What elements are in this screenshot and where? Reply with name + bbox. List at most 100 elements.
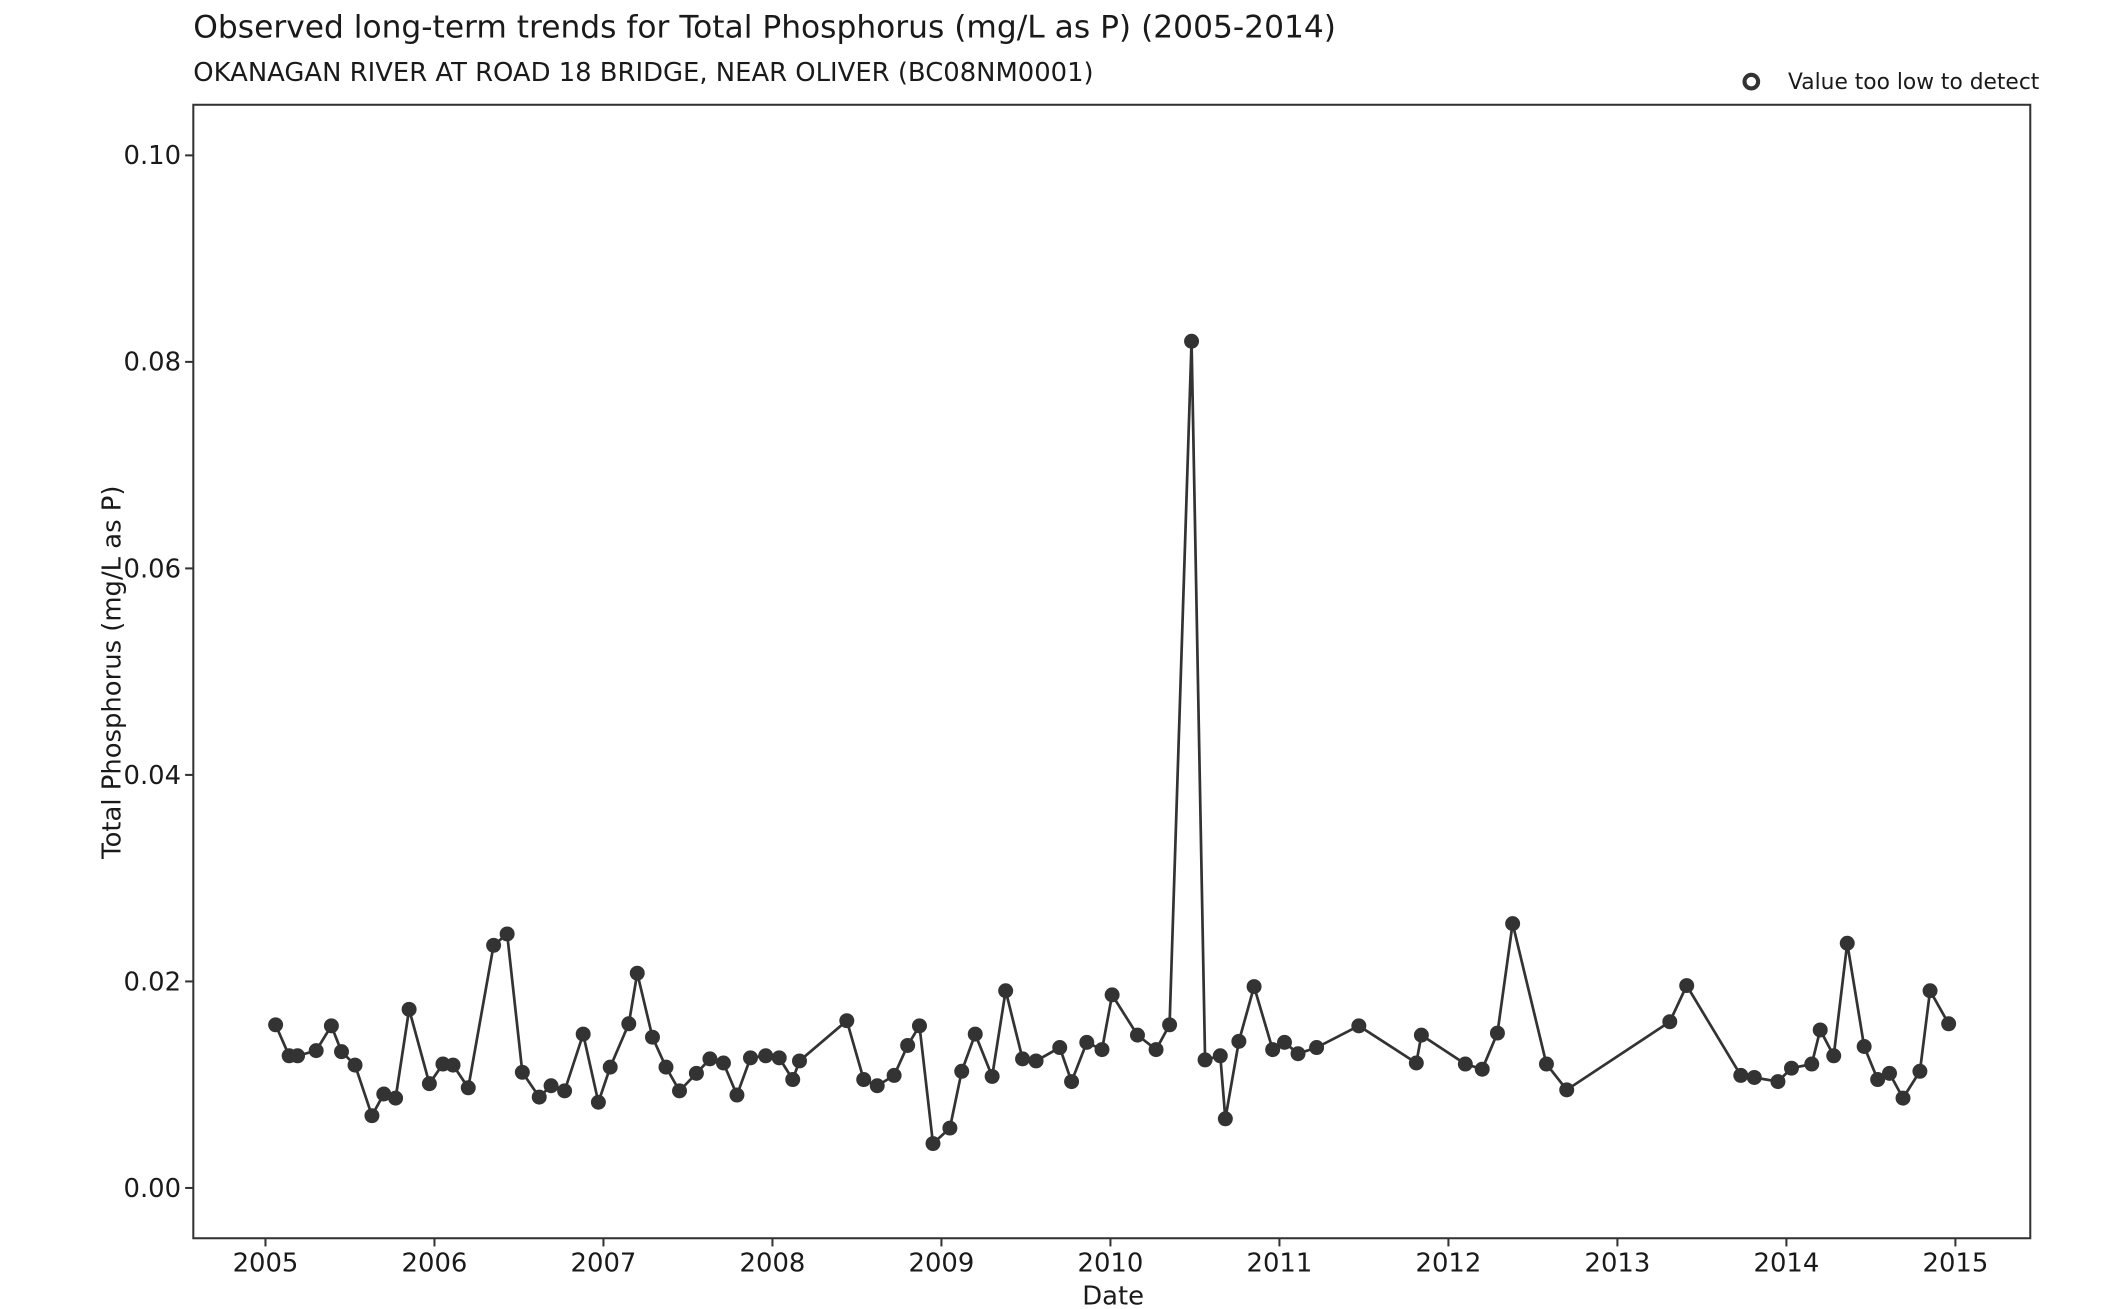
data-point (1912, 1063, 1928, 1079)
data-point (1408, 1055, 1424, 1071)
data-point (644, 1029, 660, 1045)
data-point (268, 1017, 284, 1033)
data-point (1079, 1034, 1095, 1050)
data-point (1231, 1033, 1247, 1049)
data-point (575, 1026, 591, 1042)
data-point (1184, 333, 1200, 349)
data-point (1413, 1027, 1429, 1043)
data-point (401, 1001, 417, 1017)
data-point (672, 1083, 687, 1099)
data-point (1129, 1027, 1145, 1043)
data-point (771, 1050, 787, 1066)
data-point (1882, 1065, 1897, 1081)
data-point (1662, 1014, 1678, 1030)
data-point (445, 1057, 461, 1073)
data-point (308, 1043, 324, 1059)
legend-label: Value too low to detect (1788, 70, 2040, 95)
data-point (839, 1013, 855, 1029)
data-point (1162, 1017, 1178, 1033)
data-point (1856, 1039, 1872, 1054)
data-point (1290, 1046, 1306, 1062)
data-point (543, 1078, 559, 1094)
data-point (590, 1094, 606, 1110)
data-point (1538, 1056, 1554, 1072)
data-point (792, 1053, 807, 1069)
data-point (1197, 1052, 1213, 1068)
data-line (274, 341, 1950, 1147)
x-tick-label: 2010 (1078, 1249, 1144, 1279)
data-point (1489, 1025, 1505, 1041)
data-point (388, 1090, 404, 1106)
data-point (900, 1037, 916, 1053)
data-point (1028, 1053, 1044, 1069)
data-point (1052, 1040, 1068, 1056)
data-point (1148, 1042, 1164, 1058)
data-point (658, 1059, 674, 1075)
data-point (998, 983, 1014, 999)
data-point (886, 1067, 902, 1083)
data-point (514, 1064, 530, 1080)
data-point (1812, 1022, 1828, 1038)
x-tick-label: 2014 (1754, 1249, 1820, 1279)
x-tick-label: 2009 (909, 1249, 975, 1279)
x-tick-label: 2006 (402, 1249, 468, 1279)
data-point (1217, 1111, 1233, 1127)
data-point (1895, 1090, 1911, 1106)
data-point (347, 1057, 363, 1073)
data-point (688, 1065, 704, 1081)
data-point (1505, 916, 1521, 932)
data-point (1922, 983, 1938, 999)
data-point (942, 1120, 958, 1136)
x-tick-label: 2007 (571, 1249, 637, 1279)
x-tick-label: 2011 (1247, 1249, 1313, 1279)
x-tick-label: 2008 (740, 1249, 806, 1279)
data-point (1679, 978, 1695, 994)
data-point (702, 1051, 718, 1067)
chart-subtitle: OKANAGAN RIVER AT ROAD 18 BRIDGE, NEAR O… (193, 58, 1093, 88)
data-point (1804, 1056, 1820, 1072)
data-point (1064, 1074, 1080, 1090)
y-tick-label: 0.08 (124, 348, 182, 378)
data-point (758, 1048, 774, 1064)
data-point (1870, 1072, 1886, 1088)
data-point (1104, 987, 1120, 1003)
data-point (1559, 1082, 1575, 1098)
legend-symbol (1742, 72, 1761, 91)
y-tick-label: 0.04 (124, 761, 182, 791)
data-point (856, 1072, 872, 1088)
data-point (1733, 1067, 1749, 1083)
data-point (376, 1086, 392, 1102)
data-point (1309, 1040, 1325, 1056)
data-point (1783, 1060, 1799, 1076)
data-point (334, 1044, 350, 1060)
x-tick-label: 2013 (1585, 1249, 1651, 1279)
x-tick-label: 2015 (1923, 1249, 1989, 1279)
data-point (984, 1068, 1000, 1084)
data-point (1094, 1042, 1110, 1058)
data-point (486, 937, 502, 953)
chart-title: Observed long-term trends for Total Phos… (193, 10, 1336, 46)
data-point (323, 1018, 339, 1034)
data-point (1015, 1051, 1031, 1067)
x-axis-title: Date (1082, 1281, 1144, 1309)
data-point (290, 1048, 306, 1064)
data-point (742, 1050, 758, 1066)
data-point (925, 1136, 941, 1152)
y-tick-label: 0.00 (124, 1174, 182, 1204)
data-point (1474, 1061, 1490, 1077)
data-point (729, 1087, 745, 1103)
data-point (1839, 935, 1855, 951)
data-point (967, 1026, 983, 1042)
data-point (1746, 1069, 1762, 1085)
data-point (421, 1076, 437, 1092)
data-point (1351, 1018, 1367, 1034)
y-axis-title: Total Phosphorus (mg/L as P) (98, 486, 128, 860)
data-point (1770, 1074, 1786, 1090)
data-point (621, 1016, 637, 1032)
data-point (364, 1108, 380, 1124)
data-point (1941, 1016, 1957, 1032)
data-point (785, 1072, 801, 1088)
data-point (1826, 1048, 1842, 1064)
